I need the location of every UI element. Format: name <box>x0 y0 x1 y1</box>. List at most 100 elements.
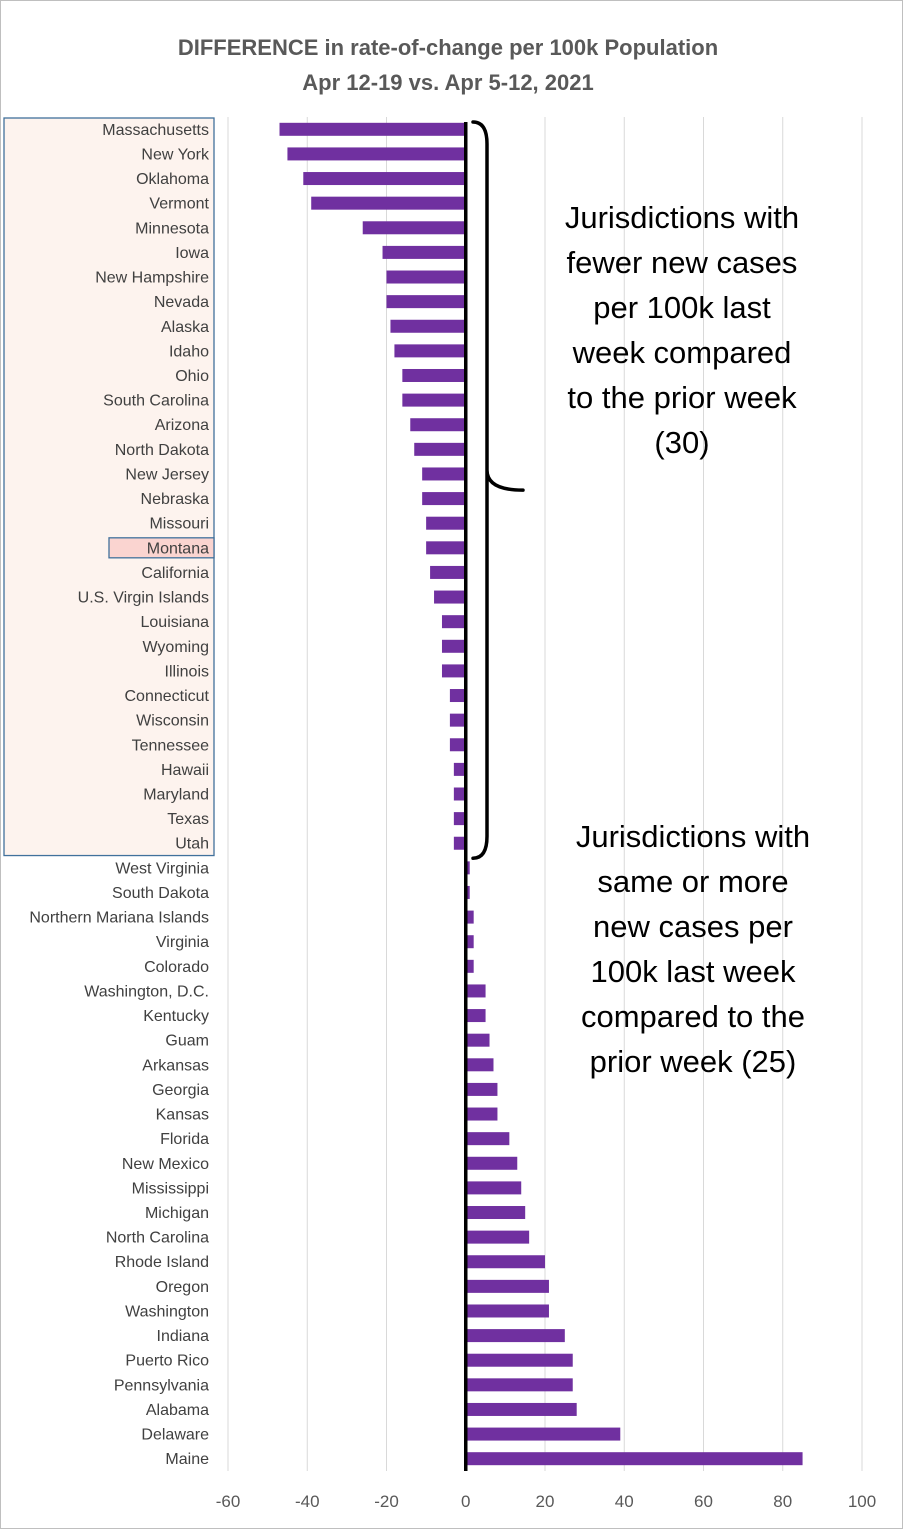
bar <box>441 639 466 653</box>
category-label: Kentucky <box>143 1008 209 1025</box>
bar <box>465 1156 518 1170</box>
category-label: Nevada <box>154 294 209 311</box>
bar <box>449 713 466 727</box>
category-label: Ohio <box>175 368 209 385</box>
annotation-line: same or more <box>597 864 788 899</box>
x-tick-labels: -60 -40 -20 0 20 40 60 80 100 <box>216 1492 876 1511</box>
chart-subtitle: Apr 12-19 vs. Apr 5-12, 2021 <box>302 70 593 95</box>
bar <box>465 1107 498 1121</box>
x-tick-label: 0 <box>461 1492 470 1511</box>
bar <box>465 861 470 875</box>
bar <box>410 418 466 432</box>
bars <box>279 122 803 1466</box>
x-tick-label: -40 <box>295 1492 320 1511</box>
bar <box>465 1033 490 1047</box>
bar <box>390 319 466 333</box>
annotation-line: (30) <box>654 425 709 460</box>
category-label: Mississippi <box>132 1180 209 1197</box>
bar <box>426 541 466 555</box>
category-label: Montana <box>147 540 209 557</box>
category-label: Wyoming <box>142 639 209 656</box>
bar <box>465 935 474 949</box>
bar <box>465 1279 549 1293</box>
category-label: Rhode Island <box>115 1254 209 1271</box>
annotation-line: fewer new cases <box>567 245 798 280</box>
x-tick-label: 20 <box>536 1492 555 1511</box>
category-label: Washington, D.C. <box>84 983 209 1000</box>
bar <box>465 1402 577 1416</box>
annotation-line: per 100k last <box>593 290 771 325</box>
bar <box>453 836 466 850</box>
category-label: Puerto Rico <box>125 1353 209 1370</box>
chart-title: DIFFERENCE in rate-of-change per 100k Po… <box>178 35 718 60</box>
category-label: Utah <box>175 836 209 853</box>
category-label: Washington <box>125 1303 209 1320</box>
x-tick-label: -60 <box>216 1492 241 1511</box>
bar <box>465 1132 510 1146</box>
bar <box>394 344 466 358</box>
annotation-line: to the prior week <box>567 380 797 415</box>
bar <box>465 885 470 899</box>
category-label: Louisiana <box>141 614 210 631</box>
category-label: Oklahoma <box>136 171 209 188</box>
category-label: North Carolina <box>106 1230 209 1247</box>
category-label: Illinois <box>165 663 209 680</box>
category-label: Northern Mariana Islands <box>29 910 209 927</box>
category-label: Georgia <box>152 1082 209 1099</box>
bar <box>453 762 466 776</box>
x-tick-label: 80 <box>773 1492 792 1511</box>
bar <box>311 196 466 210</box>
x-tick-label: 60 <box>694 1492 713 1511</box>
brace-icon <box>471 120 525 860</box>
bar <box>465 1427 621 1441</box>
bar <box>465 1181 522 1195</box>
category-label: Indiana <box>157 1328 210 1345</box>
annotation-line: compared to the <box>581 999 805 1034</box>
bar <box>449 738 466 752</box>
bar <box>465 1082 498 1096</box>
bar <box>386 295 466 309</box>
category-label: South Dakota <box>112 885 209 902</box>
category-label: West Virginia <box>115 860 209 877</box>
bar <box>465 1304 549 1318</box>
x-tick-label: 40 <box>615 1492 634 1511</box>
category-label: Arkansas <box>142 1057 209 1074</box>
annotations: Jurisdictions with fewer new cases per 100… <box>565 200 810 1079</box>
category-label: South Carolina <box>103 393 209 410</box>
category-label: Maryland <box>143 787 209 804</box>
category-label: Virginia <box>156 934 209 951</box>
bar <box>382 245 466 259</box>
highlight-box <box>108 537 215 559</box>
category-label: North Dakota <box>115 442 209 459</box>
bar <box>453 787 466 801</box>
bar <box>465 1452 803 1466</box>
group-box-fewer-cases <box>3 117 215 857</box>
category-label: Hawaii <box>161 762 209 779</box>
bar <box>465 1058 494 1072</box>
category-label: Oregon <box>156 1279 209 1296</box>
bar <box>465 1230 530 1244</box>
category-label: Maine <box>165 1451 209 1468</box>
bar <box>422 492 466 506</box>
bar <box>402 368 466 382</box>
bar <box>386 270 466 284</box>
category-label: Minnesota <box>135 220 209 237</box>
category-label: Nebraska <box>141 491 210 508</box>
annotation-line: Jurisdictions with <box>565 200 799 235</box>
category-label: Texas <box>167 811 209 828</box>
category-label: New York <box>141 146 210 163</box>
bar <box>453 812 466 826</box>
category-label: Delaware <box>141 1427 209 1444</box>
bar <box>465 1009 486 1023</box>
category-label: Vermont <box>149 196 209 213</box>
bar <box>430 565 466 579</box>
x-tick-label: 100 <box>848 1492 876 1511</box>
category-label: Kansas <box>156 1107 209 1124</box>
bar <box>465 959 474 973</box>
category-label: Connecticut <box>125 688 210 705</box>
bar <box>402 393 466 407</box>
bar <box>426 516 466 530</box>
bar <box>422 467 466 481</box>
category-label: Alabama <box>146 1402 209 1419</box>
bar <box>287 147 466 161</box>
